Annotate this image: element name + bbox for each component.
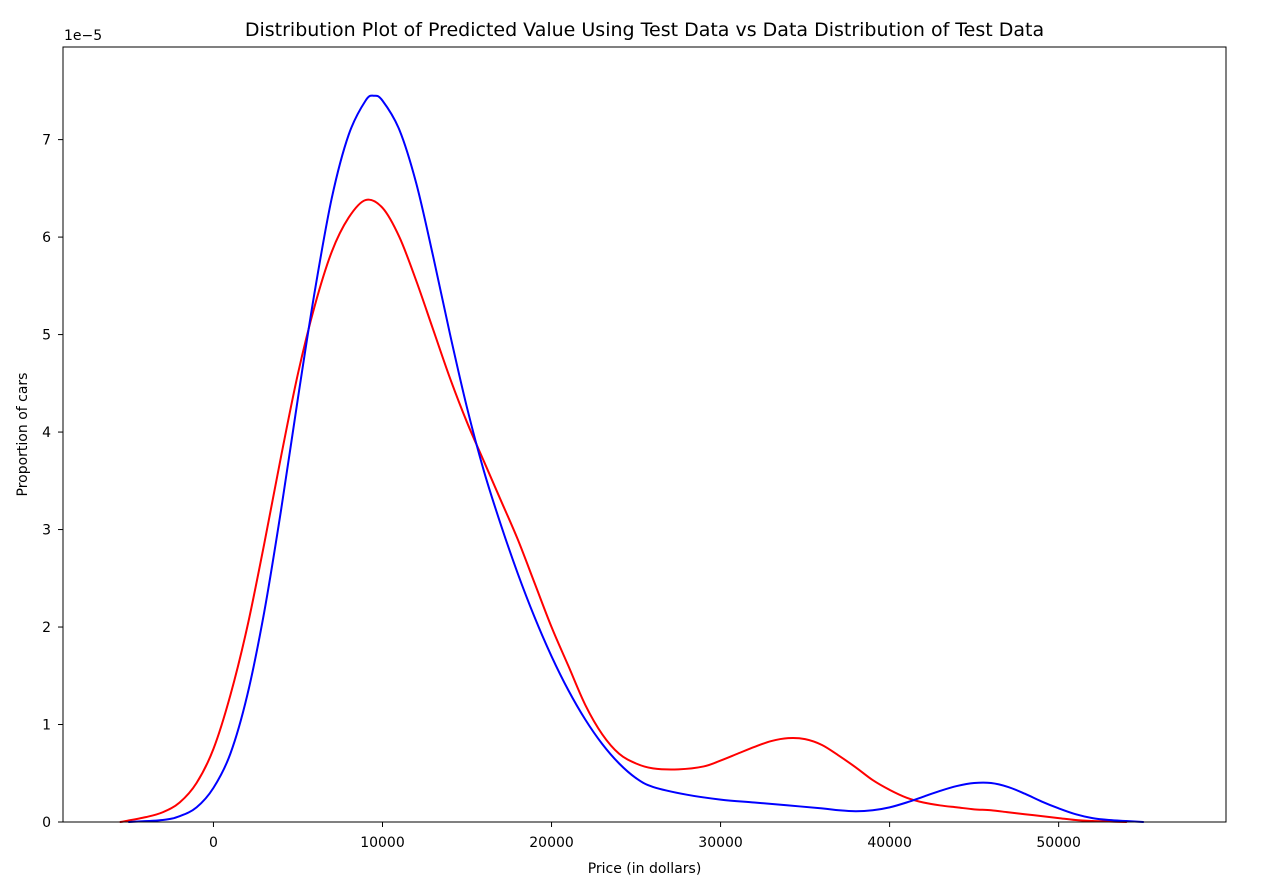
series-layer <box>119 94 1145 823</box>
y-tick-label: 3 <box>42 523 51 539</box>
y-tick-label: 2 <box>42 620 51 636</box>
x-tick-label: 0 <box>209 835 218 851</box>
y-tick-label: 5 <box>42 328 51 344</box>
y-tick-label: 0 <box>42 815 51 831</box>
y-axis: 0 1 2 3 4 5 6 7 <box>42 133 63 831</box>
x-tick-label: 40000 <box>867 835 912 851</box>
y-axis-label: Proportion of cars <box>15 373 31 497</box>
x-tick-label: 10000 <box>360 835 405 851</box>
x-axis: 0 10000 20000 30000 40000 50000 <box>209 822 1081 851</box>
y-tick-label: 6 <box>42 230 51 246</box>
x-tick-label: 50000 <box>1036 835 1081 851</box>
series-line-2 <box>127 94 1145 823</box>
y-tick-label: 7 <box>42 133 51 149</box>
y-offset-label: 1e−5 <box>64 28 102 44</box>
x-axis-label: Price (in dollars) <box>588 861 702 877</box>
chart-title: Distribution Plot of Predicted Value Usi… <box>245 19 1044 41</box>
y-tick-label: 1 <box>42 718 51 734</box>
series-line-1 <box>119 198 1128 823</box>
x-tick-label: 30000 <box>698 835 743 851</box>
plot-frame <box>62 46 1227 823</box>
y-tick-label: 4 <box>42 425 51 441</box>
x-tick-label: 20000 <box>529 835 574 851</box>
